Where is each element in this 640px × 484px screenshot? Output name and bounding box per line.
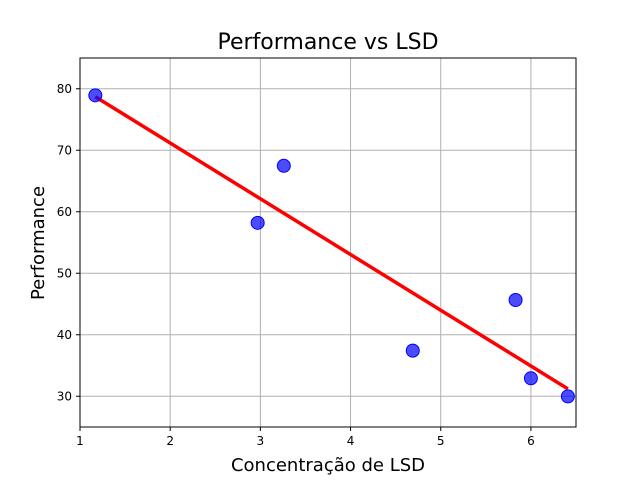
data-points (88, 88, 575, 404)
regression-line-group (94, 95, 569, 391)
x-tick-label: 4 (347, 434, 355, 448)
x-axis-ticks: 1 2 3 4 5 6 (76, 427, 535, 448)
grid-lines (79, 58, 576, 427)
data-point (405, 343, 420, 358)
x-tick-label: 3 (257, 434, 265, 448)
x-tick-label: 5 (437, 434, 445, 448)
regression-line (94, 95, 569, 391)
data-point (250, 215, 265, 230)
x-tick-label: 1 (76, 434, 84, 448)
chart-title: Performance vs LSD (217, 30, 438, 55)
y-tick-label: 40 (57, 328, 72, 342)
y-tick-label: 50 (57, 266, 72, 280)
data-point (560, 389, 575, 404)
data-point (508, 293, 523, 308)
data-point (523, 371, 538, 386)
axes-frame (79, 57, 577, 428)
x-tick-label: 6 (527, 434, 535, 448)
data-point (88, 88, 103, 103)
y-axis-label: Performance (28, 186, 49, 300)
x-tick-label: 2 (166, 434, 174, 448)
y-tick-label: 60 (57, 205, 72, 219)
y-tick-label: 70 (57, 143, 72, 157)
data-point (276, 158, 291, 173)
y-tick-label: 80 (57, 82, 72, 96)
x-axis-label: Concentração de LSD (231, 455, 425, 476)
y-axis-ticks: 30 40 50 60 70 80 (57, 82, 80, 403)
y-tick-label: 30 (57, 389, 72, 403)
